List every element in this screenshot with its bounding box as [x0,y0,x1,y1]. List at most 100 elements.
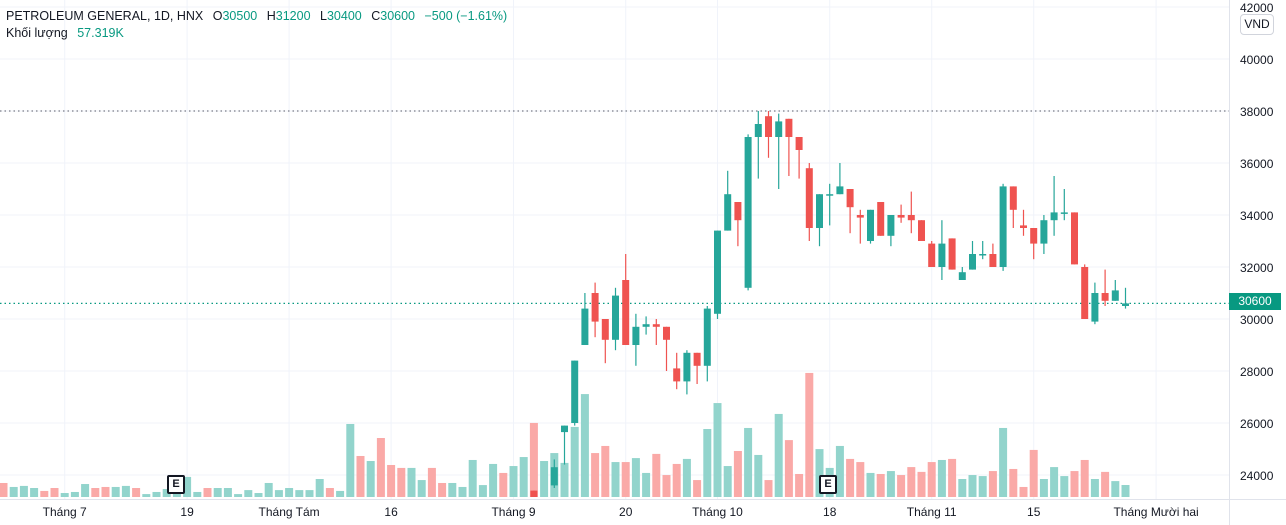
candle [1101,269,1109,306]
volume-bar [886,471,895,497]
candle-body [969,254,976,270]
price-tick-label: 32000 [1240,261,1274,275]
volume-bar [907,467,916,497]
candle [846,189,854,234]
candle [673,352,681,390]
volume-bar [468,459,477,497]
earnings-marker[interactable]: E [167,475,185,494]
candle-body [897,215,905,218]
volume-bar [70,491,79,497]
candle [989,243,997,267]
volume-bar [254,493,263,497]
candle-body [928,243,936,267]
symbol-title: PETROLEUM GENERAL, 1D, HNX [6,9,204,23]
volume-bars [0,372,1130,497]
candle [805,163,813,241]
volume-bar [111,486,120,497]
volume-bar [1070,471,1079,497]
volume-bar [438,482,447,497]
candle [826,183,834,226]
time-axis[interactable]: Tháng 7 19 Tháng Tám 16 Tháng 9 20 Tháng 10 18 T… [0,499,1286,520]
candle [948,238,956,270]
volume-bar [948,458,957,497]
grid [0,0,1229,499]
candle-body [918,220,925,241]
candle-body [846,189,854,208]
high-value: 31200 [275,9,311,23]
volume-bar [285,488,294,497]
volume-bar [1039,479,1048,497]
volume-bar [774,413,783,497]
candle-body [1030,228,1038,244]
volume-bar [1080,459,1089,497]
candle [1060,189,1068,221]
candle-body [1111,290,1119,301]
candle [918,220,925,241]
candle-body [632,326,640,345]
candle [1040,215,1048,254]
candle-body [775,121,783,137]
candle [612,287,619,351]
volume-bar [560,462,569,497]
currency-button[interactable]: VND [1240,14,1274,35]
volume-bar [662,475,671,497]
candle [693,352,701,384]
candle-body [999,186,1007,267]
volume-bar [509,466,518,497]
volume-bar [1090,479,1099,497]
candle [1122,287,1129,309]
volume-bar [703,429,712,497]
volume-bar [0,482,8,497]
candle [683,350,691,395]
candle [877,202,885,236]
volume-bar [458,486,467,497]
price-tick-label: 28000 [1240,365,1274,379]
candle [785,118,793,176]
candle-body [714,230,721,314]
volume-bar [376,438,385,497]
volume-bar [733,450,742,497]
volume-bar [682,458,691,497]
low-value: 30400 [326,9,362,23]
candle [550,459,558,488]
candle-body [785,118,793,137]
earnings-marker[interactable]: E [819,475,837,494]
candle [591,282,599,338]
candle [714,230,721,319]
time-tick-label: 18 [823,505,837,519]
candle [867,209,874,244]
candle-body [693,352,701,366]
candle [938,220,946,280]
candle-body [765,116,772,137]
volume-bar [937,459,946,497]
volume-bar [295,490,304,497]
candle [795,137,803,179]
candle-body [612,295,619,340]
open-label: O [212,9,223,23]
candle-body [1122,303,1129,306]
candle [816,194,823,247]
volume-bar [570,426,579,497]
candle [897,204,905,223]
volume-bar [40,490,49,497]
candle-body [1060,212,1068,214]
candle [1020,209,1027,236]
volume-bar [591,453,600,497]
candle-body [989,254,997,267]
candle-body [530,490,538,497]
volume-bar [30,488,39,497]
volume-bar [999,427,1008,497]
candle-body [877,202,885,236]
candle-body [938,243,946,267]
volume-bar [121,485,130,497]
open-value: 30500 [222,9,258,23]
candle [734,202,742,247]
candle [907,191,915,234]
candle-body [867,209,874,241]
price-axis[interactable]: 24000 26000 28000 30000 32000 34000 36000 38000… [1229,0,1274,525]
candle [1111,280,1119,301]
candle-body [663,326,670,340]
candle-body [958,272,966,280]
candle-body [826,194,834,196]
